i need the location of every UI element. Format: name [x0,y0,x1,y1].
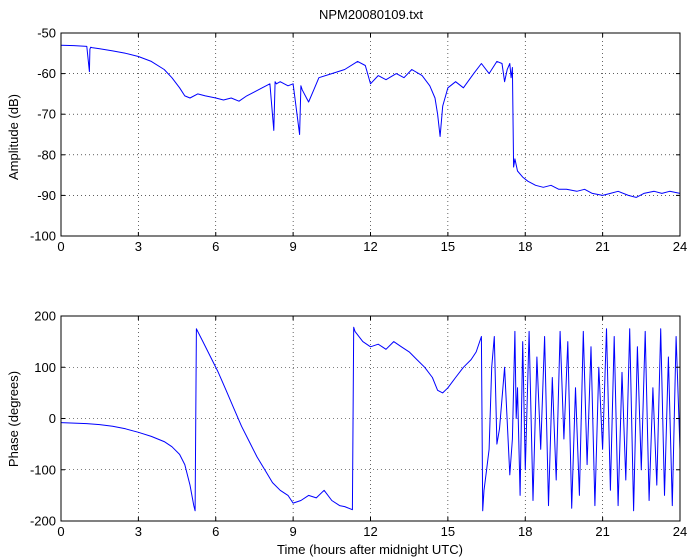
amplitude-chart: NPM20080109.txt Amplitude (dB) 0 3 6 9 12 15 1… [6,7,687,254]
amplitude-series-line [60,44,681,198]
x-tick-label: 12 [363,239,377,254]
x-tick-label: 21 [595,239,609,254]
y-tick-label: 0 [49,411,56,426]
x-tick-labels: 0 3 6 9 12 15 18 21 24 [57,239,687,254]
plot-area [60,44,681,198]
x-tick-label: 24 [673,239,687,254]
x-tick-label: 6 [212,524,219,539]
x-tick-label: 0 [57,524,64,539]
x-tick-label: 18 [518,524,532,539]
y-tick-labels: -100 -90 -80 -70 -60 -50 [30,26,56,244]
y-tick-label: -50 [37,26,56,41]
x-tick-label: 18 [518,239,532,254]
x-tick-label: 15 [441,524,455,539]
y-axis-label: Phase (degrees) [6,371,21,467]
x-tick-label: 24 [673,524,687,539]
plot-area [60,326,681,512]
x-tick-label: 9 [290,239,297,254]
y-tick-label: -60 [37,66,56,81]
y-tick-label: -90 [37,188,56,203]
x-tick-label: 3 [135,524,142,539]
x-tick-label: 0 [57,239,64,254]
y-tick-label: -100 [30,229,56,244]
x-tick-label: 3 [135,239,142,254]
x-tick-labels: 0 3 6 9 12 15 18 21 24 [57,524,687,539]
x-tick-label: 15 [441,239,455,254]
x-axis-label: Time (hours after midnight UTC) [277,542,463,557]
x-tick-label: 12 [363,524,377,539]
y-tick-label: -100 [30,462,56,477]
y-tick-label: -70 [37,107,56,122]
y-tick-label: -80 [37,147,56,162]
y-tick-label: 200 [34,309,56,324]
y-tick-labels: -200 -100 0 100 200 [30,309,56,529]
tick-marks [60,315,681,522]
y-axis-label: Amplitude (dB) [6,94,21,180]
y-tick-label: 100 [34,360,56,375]
x-tick-label: 6 [212,239,219,254]
chart-title: NPM20080109.txt [319,7,423,22]
phase-series-line [60,326,681,512]
phase-chart: Time (hours after midnight UTC) Phase (d… [6,309,687,558]
tick-marks [60,32,681,237]
x-tick-label: 21 [595,524,609,539]
x-tick-label: 9 [290,524,297,539]
y-tick-label: -200 [30,514,56,529]
